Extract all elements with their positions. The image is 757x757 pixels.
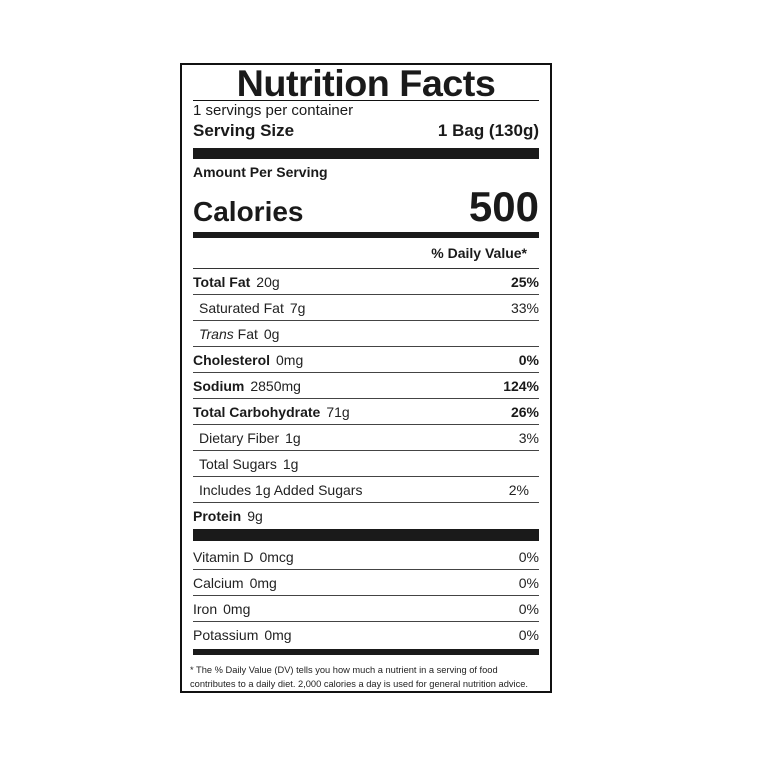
nutrient-row: Saturated Fat 7g 33% [193,295,539,321]
nutrient-label-group: Protein 9g [193,508,263,524]
nutrient-name: Total Sugars [199,455,277,472]
thick-divider [193,148,539,159]
vitamin-name: Vitamin D [193,548,254,565]
nutrient-amount: 20g [256,273,280,290]
nutrient-label-group: Sodium 2850mg [193,378,301,394]
calories-label: Calories [193,196,304,227]
nutrient-amount: 0g [263,325,280,342]
vitamin-row: Potassium 0mg 0% [193,622,539,647]
nutrient-row: Sodium 2850mg 124% [193,373,539,399]
thick-divider [193,529,539,541]
nutrient-row: Total Carbohydrate 71g 26% [193,399,539,425]
nutrient-daily-value: 26% [510,403,539,420]
nutrient-row: Protein 9g [193,503,539,528]
nutrient-label-group: Trans Fat 0g [199,326,279,342]
divider [193,100,539,101]
nutrient-amount: 2850mg [250,377,301,394]
nutrient-row: Total Sugars 1g [193,451,539,477]
vitamin-label-group: Vitamin D 0mcg [193,549,294,565]
vitamin-daily-value: 0% [518,548,539,565]
vitamin-name: Calcium [193,574,244,591]
nutrient-label-group: Dietary Fiber 1g [199,430,301,446]
footnote: * The % Daily Value (DV) tells you how m… [190,665,528,689]
nutrient-amount: 9g [247,507,263,524]
nutrient-daily-value: 3% [518,429,539,446]
nutrient-row: Dietary Fiber 1g 3% [193,425,539,451]
nutrient-label-group: Includes 1g Added Sugars [199,482,368,498]
medium-divider [193,232,539,238]
nutrient-daily-value: 0% [518,351,539,368]
nutrient-daily-value: 33% [510,299,539,316]
nutrient-name: Includes 1g Added Sugars [199,481,363,498]
nutrient-name: Cholesterol [193,351,271,368]
nutrient-label-group: Total Carbohydrate 71g [193,404,350,420]
calories-value: 500 [468,183,539,230]
servings-per-container: 1 servings per container [193,102,354,119]
vitamin-label-group: Iron 0mg [193,601,250,617]
divider [193,268,539,269]
vitamin-name: Iron [193,600,218,617]
daily-value-header: % Daily Value* [431,245,527,261]
label-title: Nutrition Facts [236,63,496,104]
vitamin-amount: 0mg [264,626,292,643]
vitamin-name: Potassium [193,626,259,643]
calories-row: Calories 500 [193,183,539,231]
vitamin-amount: 0mcg [259,548,294,565]
vitamin-list: Vitamin D 0mcg 0% Calcium 0mg 0% Iron 0mg 0% Pota… [193,544,539,647]
nutrient-name: Total Fat [193,273,251,290]
nutrient-label-group: Cholesterol 0mg [193,352,303,368]
nutrient-label-group: Saturated Fat 7g [199,300,305,316]
serving-size-row: Serving Size 1 Bag (130g) [193,121,539,141]
nutrient-daily-value: 2% [508,481,529,498]
nutrient-daily-value: 124% [503,377,539,394]
vitamin-row: Vitamin D 0mcg 0% [193,544,539,570]
nutrient-amount: 7g [289,299,306,316]
nutrient-label-group: Total Sugars 1g [199,456,298,472]
nutrition-facts-label: Nutrition Facts 1 servings per container… [180,63,552,693]
medium-divider [193,649,539,655]
nutrient-name: Dietary Fiber [199,429,280,446]
nutrient-name: Trans Fat [199,325,258,342]
nutrient-list: Total Fat 20g 25% Saturated Fat 7g 33% Trans F… [193,269,539,528]
vitamin-daily-value: 0% [518,600,539,617]
nutrient-label-group: Total Fat 20g [193,274,280,290]
nutrient-row: Includes 1g Added Sugars 2% [193,477,539,503]
amount-per-serving: Amount Per Serving [193,164,328,180]
nutrient-name: Sodium [193,377,245,394]
nutrient-amount: 71g [326,403,350,420]
vitamin-amount: 0mg [249,574,277,591]
nutrient-row: Total Fat 20g 25% [193,269,539,295]
nutrient-name: Saturated Fat [199,299,284,316]
vitamin-row: Calcium 0mg 0% [193,570,539,596]
nutrient-name: Total Carbohydrate [193,403,321,420]
vitamin-row: Iron 0mg 0% [193,596,539,622]
vitamin-daily-value: 0% [518,626,539,643]
nutrient-amount: 1g [285,429,301,446]
nutrient-amount: 0mg [276,351,304,368]
nutrient-row: Cholesterol 0mg 0% [193,347,539,373]
vitamin-daily-value: 0% [518,574,539,591]
nutrient-daily-value: 25% [510,273,539,290]
vitamin-amount: 0mg [223,600,251,617]
nutrient-name: Protein [193,507,242,524]
serving-size-value: 1 Bag (130g) [437,121,539,140]
vitamin-label-group: Potassium 0mg [193,627,292,643]
serving-size-label: Serving Size [193,121,295,140]
nutrient-row: Trans Fat 0g [193,321,539,347]
vitamin-label-group: Calcium 0mg [193,575,277,591]
nutrient-amount: 1g [282,455,299,472]
